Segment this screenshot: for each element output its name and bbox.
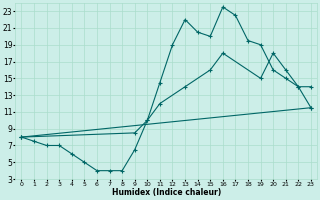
X-axis label: Humidex (Indice chaleur): Humidex (Indice chaleur) (112, 188, 221, 197)
